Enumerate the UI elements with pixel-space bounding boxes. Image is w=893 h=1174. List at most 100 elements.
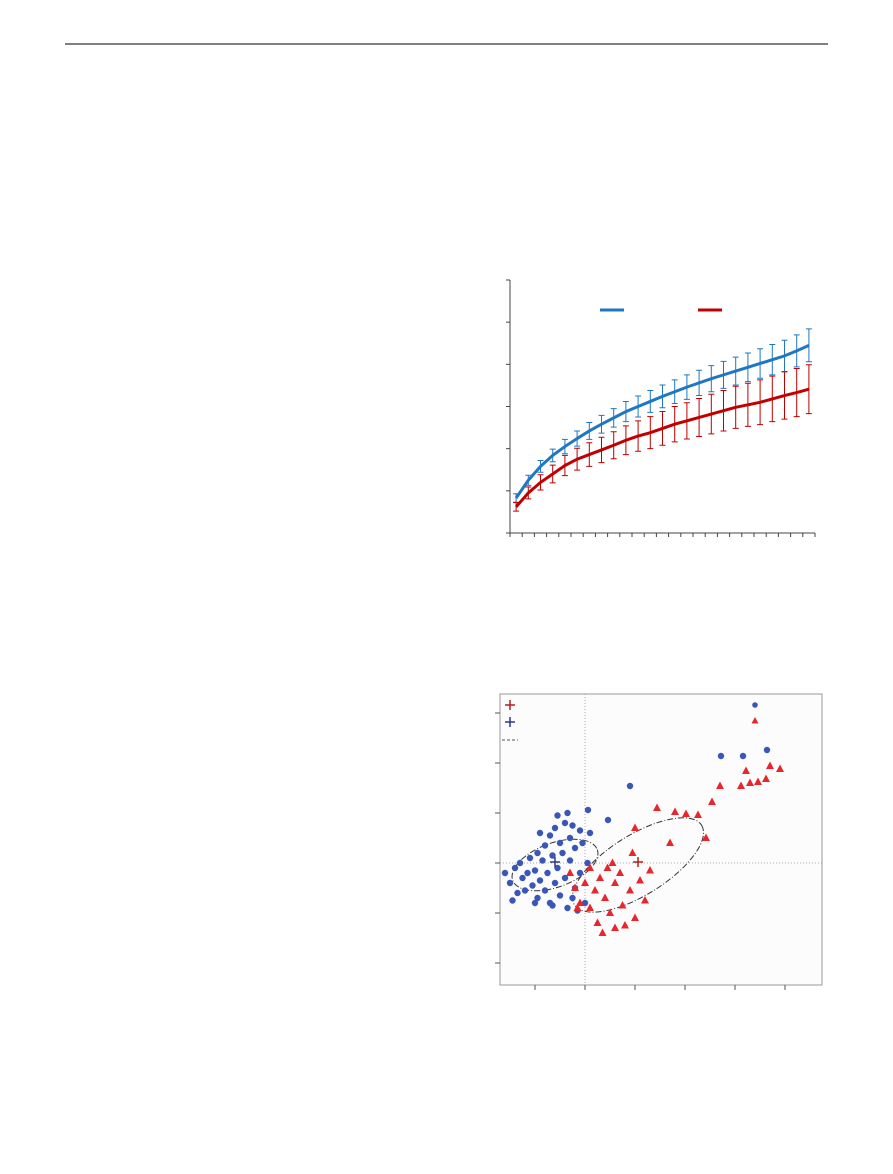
- point: [554, 812, 561, 819]
- point: [554, 864, 561, 872]
- point: [742, 766, 750, 774]
- point: [616, 868, 624, 876]
- scatter-chart: [495, 693, 823, 990]
- point: [536, 829, 544, 837]
- point: [586, 829, 594, 837]
- point: [531, 899, 539, 907]
- point: [549, 852, 556, 859]
- point: [571, 844, 579, 852]
- point: [666, 838, 674, 846]
- point: [566, 834, 574, 842]
- point: [653, 803, 661, 811]
- point: [581, 878, 589, 886]
- point: [581, 899, 589, 907]
- point: [628, 848, 637, 856]
- point: [626, 886, 634, 894]
- point: [501, 869, 509, 877]
- point: [506, 879, 514, 887]
- point: [556, 892, 564, 899]
- point: [716, 781, 724, 789]
- centroid: [633, 857, 643, 867]
- point: [682, 809, 690, 817]
- series-line: [514, 343, 810, 499]
- point: [534, 894, 541, 902]
- point: [646, 866, 654, 874]
- error-bar: [805, 364, 812, 415]
- point: [526, 854, 534, 862]
- legend-centroid: [505, 700, 515, 710]
- point: [717, 752, 725, 760]
- point: [739, 752, 747, 760]
- series-line: [514, 387, 810, 508]
- point: [591, 886, 599, 894]
- point: [559, 849, 566, 857]
- point: [519, 874, 526, 882]
- point: [576, 898, 584, 906]
- legend-marker: [751, 717, 759, 724]
- point: [596, 873, 604, 881]
- point: [529, 882, 536, 889]
- point: [762, 774, 770, 782]
- point: [579, 839, 586, 847]
- point: [671, 807, 679, 815]
- point: [611, 923, 619, 931]
- point: [511, 864, 519, 872]
- point: [541, 887, 549, 894]
- point: [534, 849, 541, 857]
- point: [586, 903, 594, 911]
- point: [536, 877, 544, 884]
- point: [626, 782, 634, 790]
- point: [603, 863, 612, 871]
- plot-frame: [499, 693, 823, 986]
- legend-centroid: [505, 717, 515, 727]
- point: [737, 781, 745, 789]
- point: [636, 876, 644, 884]
- point: [763, 746, 771, 754]
- point: [604, 816, 612, 824]
- point: [569, 894, 576, 902]
- point: [556, 839, 564, 847]
- point: [631, 823, 639, 831]
- point: [606, 908, 614, 916]
- point: [746, 778, 754, 786]
- point: [573, 903, 582, 911]
- line-chart: [506, 279, 816, 537]
- point: [576, 827, 584, 834]
- point: [566, 868, 574, 876]
- error-bar: [805, 328, 812, 363]
- point: [584, 806, 592, 814]
- point: [569, 822, 576, 829]
- point: [541, 842, 549, 849]
- point: [509, 897, 516, 904]
- confidence-ellipse: [571, 817, 705, 913]
- point: [576, 869, 584, 877]
- point: [611, 878, 619, 886]
- point: [544, 869, 551, 877]
- point: [551, 824, 559, 832]
- point: [546, 832, 554, 839]
- point: [516, 859, 524, 867]
- centroid: [550, 857, 560, 867]
- point: [514, 889, 521, 897]
- point: [598, 928, 607, 936]
- point: [702, 833, 710, 841]
- point: [561, 819, 569, 827]
- point: [584, 859, 591, 867]
- point: [531, 867, 539, 874]
- legend-marker: [752, 702, 758, 708]
- point: [564, 904, 571, 912]
- point: [776, 764, 784, 772]
- point: [551, 879, 559, 887]
- point: [524, 869, 531, 877]
- point: [566, 857, 574, 864]
- point: [561, 874, 569, 882]
- point: [521, 887, 529, 894]
- point: [586, 863, 594, 871]
- point: [571, 883, 579, 891]
- point: [593, 918, 602, 926]
- point: [766, 761, 774, 769]
- point: [754, 777, 762, 785]
- point: [539, 857, 546, 864]
